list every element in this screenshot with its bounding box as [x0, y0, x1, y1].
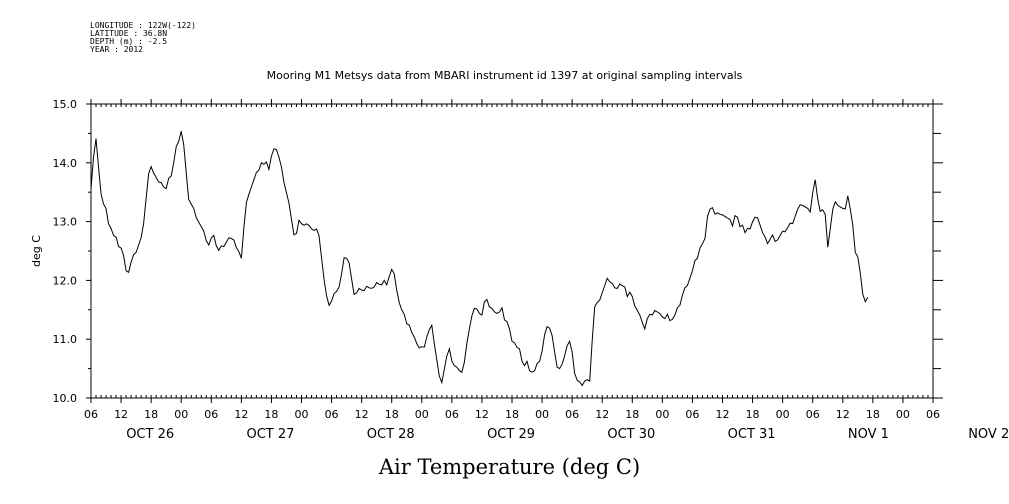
x-tick-label: 06	[565, 408, 579, 421]
x-tick-label: 18	[505, 408, 519, 421]
x-tick-label: 00	[295, 408, 309, 421]
x-tick-label: 00	[535, 408, 549, 421]
x-tick-label: 00	[896, 408, 910, 421]
x-tick-label: 00	[776, 408, 790, 421]
longitude-info: LONGITUDE : 122W(-122)	[90, 21, 196, 30]
x-day-label: NOV 2	[968, 427, 1009, 442]
latitude-info: LATITUDE : 36.8N	[90, 29, 168, 38]
y-tick-label: 14.0	[53, 157, 78, 170]
y-tick-label: 11.0	[53, 333, 78, 346]
x-tick-label: 12	[114, 408, 128, 421]
x-tick-label: 06	[445, 408, 459, 421]
x-tick-label: 06	[926, 408, 940, 421]
year-info: YEAR : 2012	[90, 45, 143, 54]
x-day-label: OCT 28	[367, 427, 415, 442]
y-tick-label: 15.0	[53, 98, 78, 111]
y-tick-label: 13.0	[53, 216, 78, 229]
x-tick-label: 18	[866, 408, 880, 421]
x-tick-label: 06	[204, 408, 218, 421]
x-day-label: OCT 29	[487, 427, 535, 442]
x-tick-label: 00	[655, 408, 669, 421]
x-day-label: NOV 1	[848, 427, 889, 442]
x-tick-label: 06	[806, 408, 820, 421]
x-tick-label: 18	[625, 408, 639, 421]
x-tick-label: 12	[595, 408, 609, 421]
x-tick-label: 00	[415, 408, 429, 421]
x-tick-label: 12	[475, 408, 489, 421]
series-line	[90, 131, 869, 387]
x-tick-label: 12	[234, 408, 248, 421]
x-day-label: OCT 26	[126, 427, 174, 442]
x-day-label: OCT 31	[728, 427, 776, 442]
chart-title: Mooring M1 Metsys data from MBARI instru…	[266, 69, 743, 82]
x-tick-label: 06	[84, 408, 98, 421]
x-tick-label: 18	[264, 408, 278, 421]
x-tick-label: 18	[746, 408, 760, 421]
x-tick-label: 12	[355, 408, 369, 421]
x-day-label: OCT 30	[607, 427, 655, 442]
plot-frame	[90, 103, 934, 399]
x-day-label: OCT 27	[247, 427, 295, 442]
x-axis-title: Air Temperature (deg C)	[378, 455, 641, 479]
x-tick-label: 06	[685, 408, 699, 421]
x-tick-label: 18	[144, 408, 158, 421]
y-tick-label: 10.0	[53, 392, 78, 405]
x-tick-label: 12	[836, 408, 850, 421]
x-tick-label: 18	[385, 408, 399, 421]
y-axis-label: deg C	[30, 235, 43, 267]
x-tick-label: 06	[325, 408, 339, 421]
x-tick-label: 12	[716, 408, 730, 421]
depth-info: DEPTH (m) : -2.5	[90, 37, 168, 46]
x-tick-label: 00	[174, 408, 188, 421]
y-tick-label: 12.0	[53, 274, 78, 287]
